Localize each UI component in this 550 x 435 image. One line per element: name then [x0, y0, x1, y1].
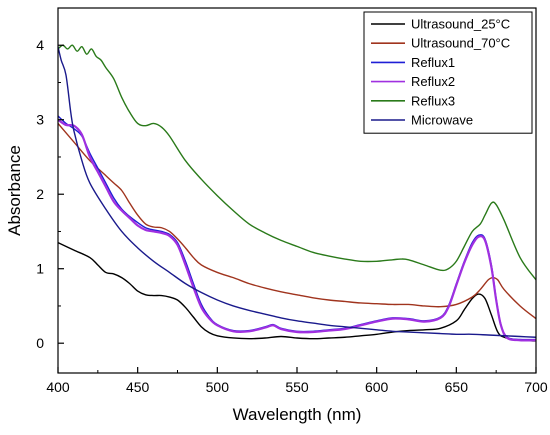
- y-axis-label: Absorbance: [5, 145, 24, 236]
- series-line-microwave: [58, 46, 536, 338]
- x-tick-label: 450: [126, 379, 150, 395]
- legend-label: Reflux1: [411, 55, 455, 70]
- legend-label: Microwave: [411, 113, 473, 128]
- legend-label: Ultrasound_25°C: [411, 17, 510, 32]
- x-tick-label: 700: [524, 379, 548, 395]
- legend-label: Reflux3: [411, 93, 455, 108]
- x-tick-label: 550: [285, 379, 309, 395]
- series-line-reflux2: [58, 118, 536, 342]
- y-tick-label: 4: [36, 37, 44, 53]
- series-group: [58, 44, 536, 342]
- y-tick-label: 0: [36, 335, 44, 351]
- legend-label: Reflux2: [411, 74, 455, 89]
- y-tick-label: 1: [36, 261, 44, 277]
- y-tick-label: 3: [36, 112, 44, 128]
- legend: Ultrasound_25°C Ultrasound_70°C Reflux1 Ref…: [363, 11, 533, 134]
- legend-box: [363, 11, 533, 134]
- plot-layer: [58, 44, 536, 342]
- legend-label: Ultrasound_70°C: [411, 36, 510, 51]
- series-line-ultrasound-70-c: [58, 123, 536, 320]
- x-tick-label: 600: [365, 379, 389, 395]
- x-tick-label: 650: [445, 379, 469, 395]
- x-tick-label: 500: [206, 379, 230, 395]
- y-tick-label: 2: [36, 186, 44, 202]
- series-line-ultrasound-25-c: [58, 242, 536, 342]
- x-tick-label: 400: [46, 379, 70, 395]
- x-axis-label: Wavelength (nm): [233, 405, 362, 424]
- series-line-reflux1: [58, 115, 536, 341]
- axes-layer: 400 450 500 550 600 650 700 0 1 2 3 4: [36, 7, 548, 395]
- series-line-reflux3: [58, 44, 536, 281]
